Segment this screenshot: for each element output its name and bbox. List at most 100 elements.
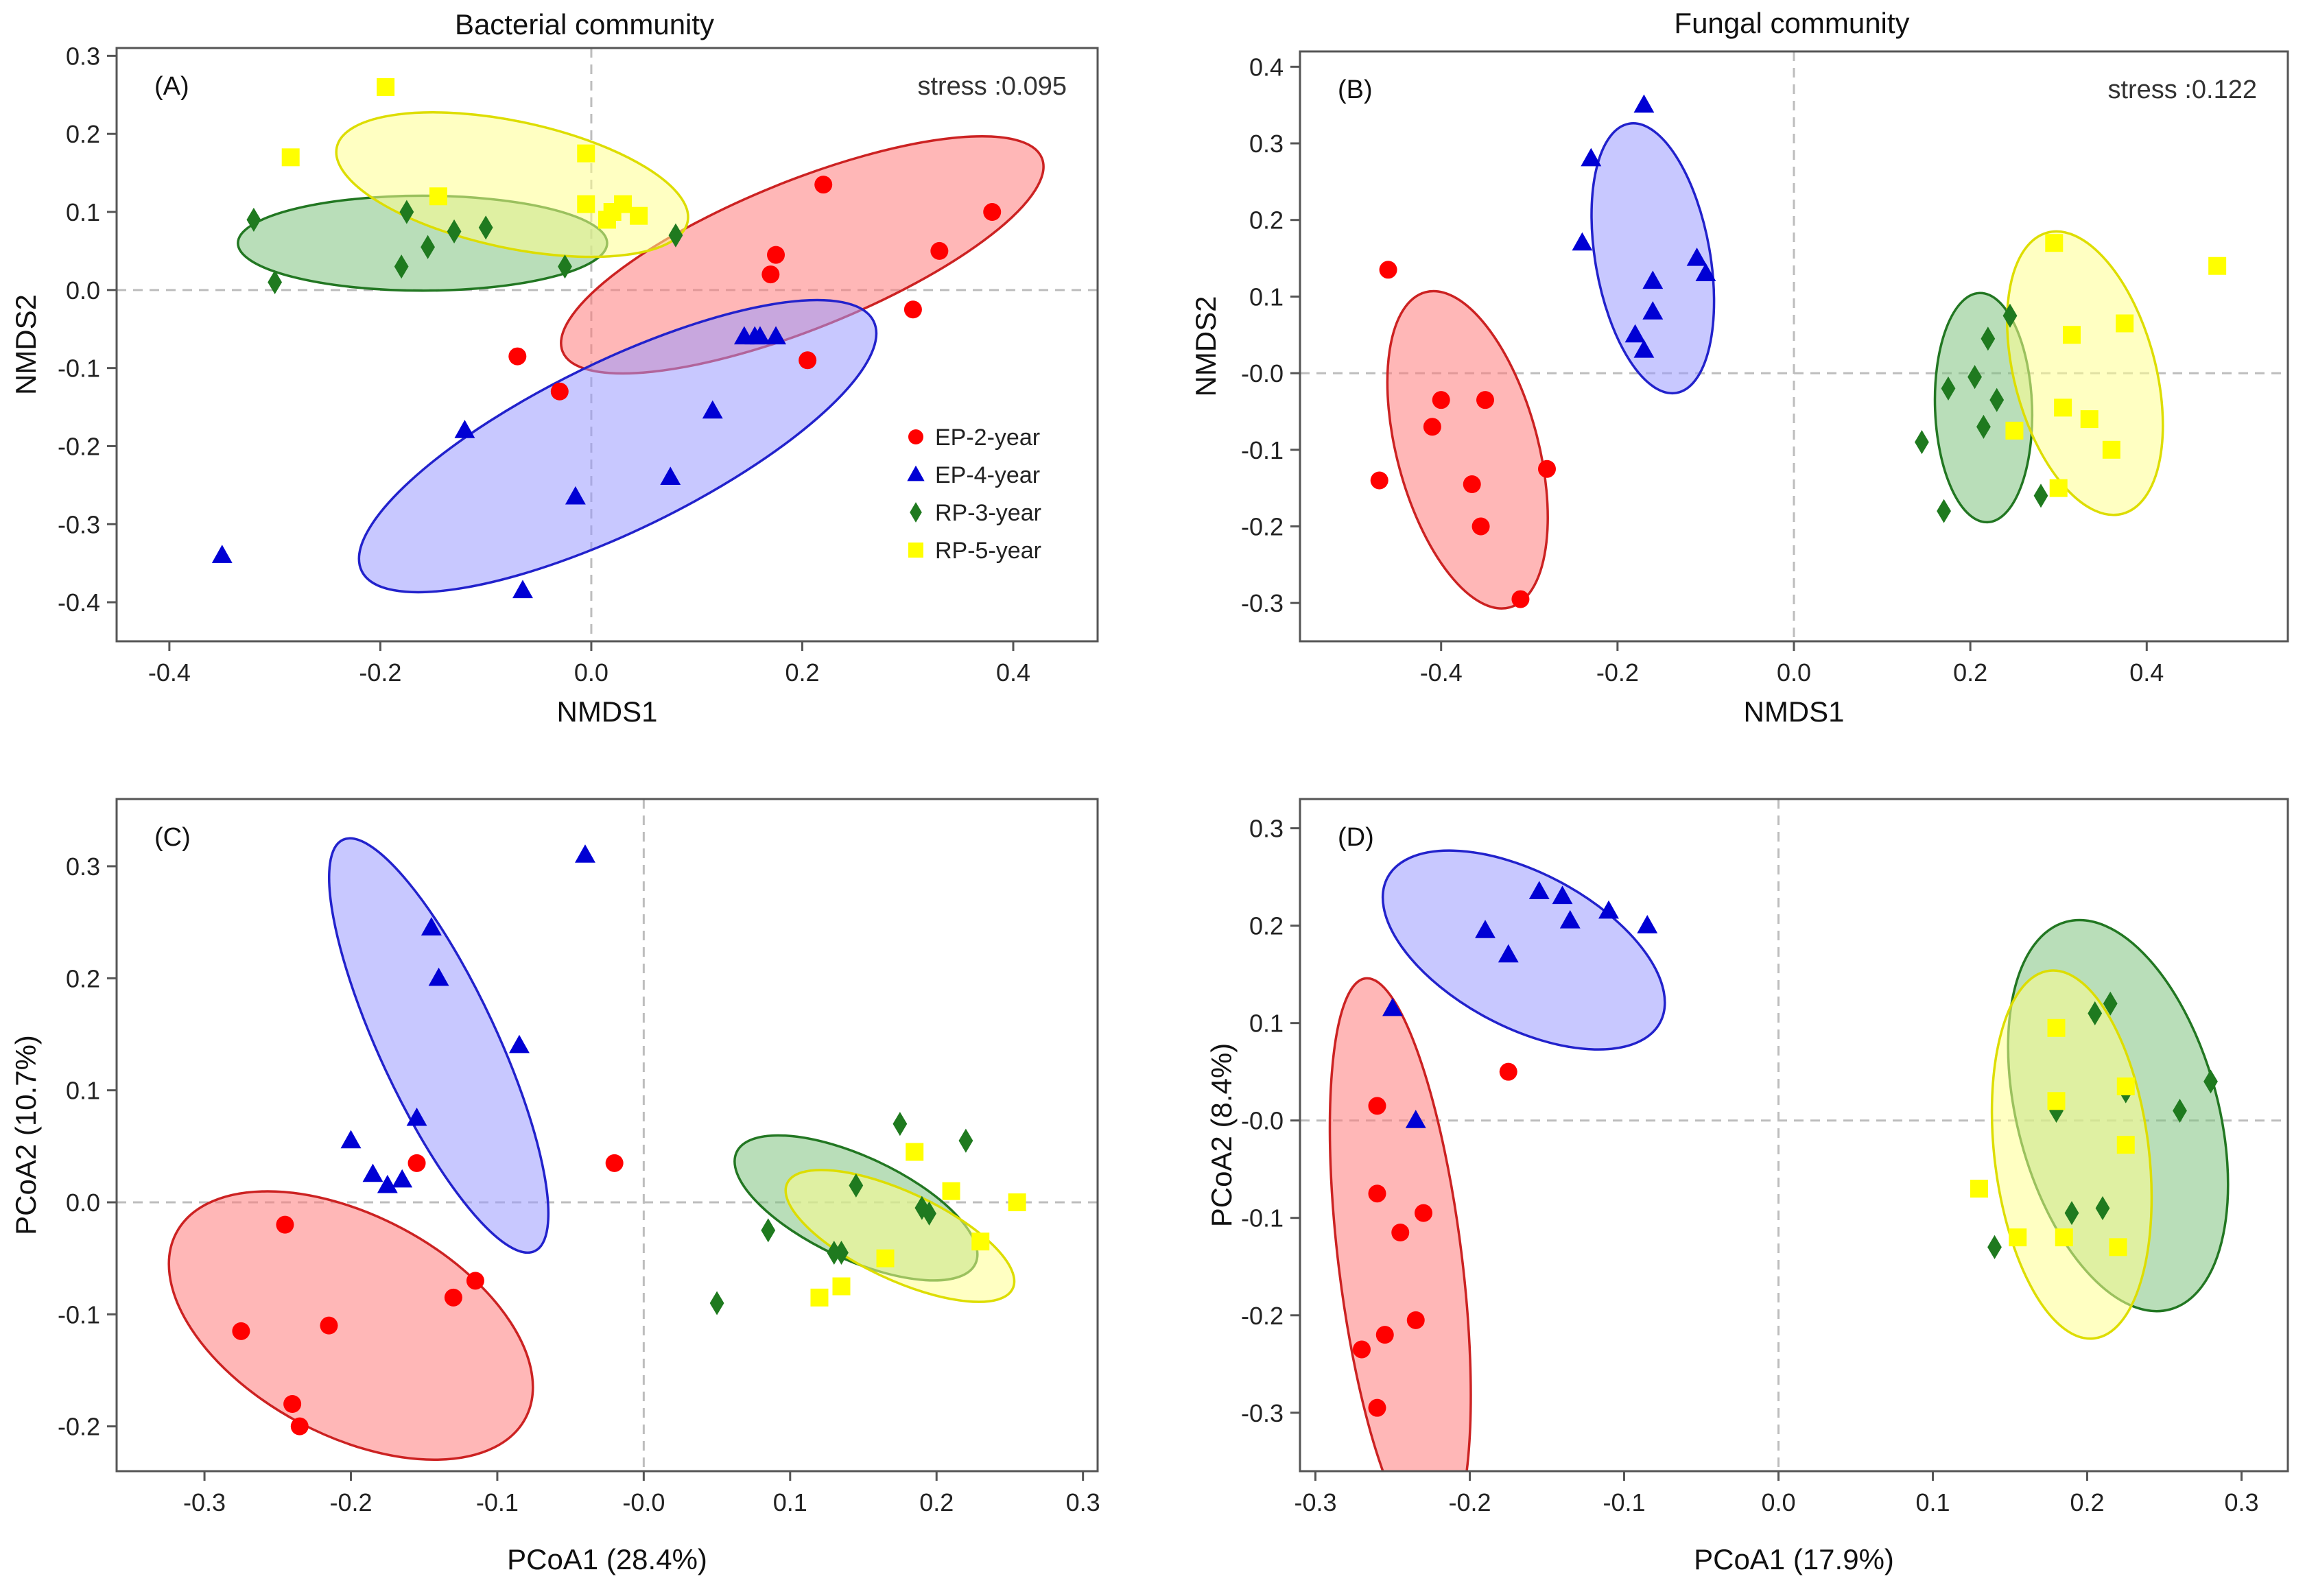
point-rp-5-year xyxy=(2208,257,2227,275)
point-ep-4-year xyxy=(1624,324,1646,343)
panel-label: (B) xyxy=(1338,75,1373,104)
point-ep-4-year xyxy=(1552,885,1573,905)
legend-label: EP-4-year xyxy=(935,462,1040,488)
plot-frame xyxy=(115,798,1099,1473)
y-tick-label: -0.1 xyxy=(58,355,100,383)
panel-a: -0.4 -0.2 0.0 0.2 0.4 0.3 0.2 0.1 0.0 -0.1 -0.2 -0.… xyxy=(10,42,1099,728)
point-ep-2-year xyxy=(930,241,949,260)
point-ep-4-year xyxy=(211,545,233,563)
y-tick-label: 0.3 xyxy=(1249,815,1284,843)
point-ep-4-year xyxy=(508,1034,530,1053)
x-tick-label: 0.2 xyxy=(1953,658,1987,687)
point-ep-2-year xyxy=(1391,1224,1410,1242)
x-tick-label: -0.3 xyxy=(183,1488,226,1516)
y-axis-title: NMDS2 xyxy=(1190,296,1222,396)
point-rp-5-year xyxy=(2055,1228,2073,1247)
point-rp-3-year xyxy=(1941,376,1956,401)
plot-frame xyxy=(115,47,1099,643)
point-rp-5-year xyxy=(2005,421,2024,440)
confidence-ellipses xyxy=(1328,849,2230,1471)
point-rp-5-year xyxy=(971,1232,990,1251)
point-ep-2-year xyxy=(1415,1204,1432,1222)
point-rp-5-year xyxy=(2116,1136,2135,1154)
point-rp-3-year xyxy=(399,200,414,224)
point-rp-5-year xyxy=(2063,326,2081,344)
point-ep-4-year xyxy=(575,844,595,863)
y-tick-label: 0.0 xyxy=(66,1189,100,1217)
point-rp-3-year xyxy=(2033,484,2048,508)
x-tick-label: 0.3 xyxy=(1066,1488,1100,1516)
x-tick-label: -0.2 xyxy=(359,658,401,687)
point-ep-2-year xyxy=(276,1215,294,1234)
point-ep-2-year xyxy=(290,1417,309,1436)
point-rp-5-year xyxy=(2049,479,2068,497)
point-rp-3-year xyxy=(1981,326,1996,351)
y-tick-label: 0.1 xyxy=(66,1077,100,1105)
point-ep-2-year xyxy=(1538,460,1556,478)
point-rp-3-year xyxy=(1967,365,1982,390)
point-rp-5-year xyxy=(1970,1180,1988,1198)
x-tick-label: 0.4 xyxy=(2129,658,2164,687)
point-rp-3-year xyxy=(2002,303,2018,328)
y-tick-label: 0.2 xyxy=(66,120,100,148)
point-rp-3-year xyxy=(394,254,409,279)
y-tick-label: 0.4 xyxy=(1249,53,1284,81)
point-ep-2-year xyxy=(814,176,833,194)
y-tick-label: 0.3 xyxy=(66,42,100,70)
point-ep-4-year xyxy=(1686,247,1707,266)
point-ep-4-year xyxy=(1633,339,1655,358)
point-ep-4-year xyxy=(377,1174,398,1193)
x-tick-label: 0.0 xyxy=(574,658,608,687)
point-ep-4-year xyxy=(1642,301,1664,320)
x-axis-title: PCoA1 (28.4%) xyxy=(507,1543,707,1575)
legend-marker xyxy=(908,429,923,444)
point-rp-3-year xyxy=(478,215,493,240)
y-tick-label: -0.2 xyxy=(58,1413,100,1441)
confidence-ellipses xyxy=(1386,122,2164,610)
point-ep-4-year xyxy=(702,400,723,419)
y-tick-label: 0.1 xyxy=(1249,1010,1284,1038)
x-tick-label: 0.0 xyxy=(1777,658,1811,687)
y-tick-label: 0.3 xyxy=(1249,130,1284,158)
point-rp-3-year xyxy=(1989,388,2005,412)
y-tick-label: -0.3 xyxy=(1241,1399,1284,1427)
legend-label: RP-5-year xyxy=(935,538,1041,564)
point-rp-5-year xyxy=(429,187,447,206)
point-rp-3-year xyxy=(268,270,283,294)
point-rp-5-year xyxy=(2116,314,2134,333)
point-rp-5-year xyxy=(630,206,648,225)
point-ep-2-year xyxy=(320,1316,338,1335)
point-ep-2-year xyxy=(1476,391,1494,409)
point-ep-2-year xyxy=(1423,418,1441,436)
x-tick-label: 0.2 xyxy=(2070,1488,2104,1516)
panel-label: (C) xyxy=(154,823,191,852)
point-rp-5-year xyxy=(2080,410,2099,429)
point-ep-2-year xyxy=(903,300,922,319)
y-tick-label: -0.4 xyxy=(58,588,100,617)
point-rp-3-year xyxy=(834,1240,849,1265)
point-ep-4-year xyxy=(392,1169,413,1188)
legend: EP-2-year EP-4-year RP-3-year RP-5-year xyxy=(907,425,1041,564)
point-ep-4-year xyxy=(1598,900,1619,919)
point-rp-5-year xyxy=(2045,234,2064,252)
y-tick-label: 0.0 xyxy=(66,276,100,305)
point-ep-2-year xyxy=(232,1322,250,1340)
x-tick-label: -0.2 xyxy=(329,1488,372,1516)
point-rp-5-year xyxy=(2009,1228,2027,1247)
point-rp-3-year xyxy=(2064,1201,2079,1226)
y-tick-label: -0.0 xyxy=(1241,1107,1284,1135)
point-ep-4-year xyxy=(1633,94,1655,113)
point-ep-2-year xyxy=(761,265,780,284)
point-rp-5-year xyxy=(2116,1077,2135,1095)
y-tick-label: -0.2 xyxy=(1241,1302,1284,1330)
x-tick-label: 0.2 xyxy=(919,1488,954,1516)
point-rp-5-year xyxy=(614,195,633,213)
point-ep-4-year xyxy=(1559,909,1581,929)
point-ep-4-year xyxy=(750,326,770,345)
y-tick-label: 0.2 xyxy=(1249,206,1284,235)
point-ep-4-year xyxy=(1498,944,1519,963)
legend-marker xyxy=(910,502,922,523)
legend-label: EP-2-year xyxy=(935,425,1040,451)
point-rp-3-year xyxy=(668,223,683,248)
